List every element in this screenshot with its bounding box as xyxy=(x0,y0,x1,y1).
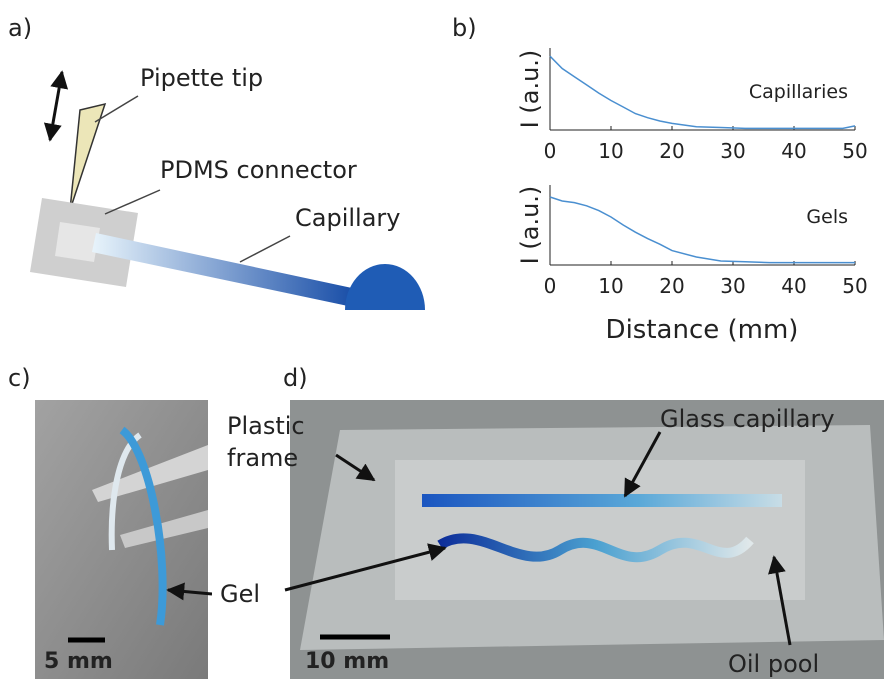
photo-c: 5 mm xyxy=(35,400,208,679)
x-tick-label: 10 xyxy=(598,274,623,298)
annotation: Gels xyxy=(806,206,848,228)
label: Capillary xyxy=(295,204,400,232)
glass-capillary xyxy=(422,494,782,507)
x-tick-label: 0 xyxy=(544,139,557,163)
pool xyxy=(395,460,805,600)
photo-bg xyxy=(35,400,208,679)
motion-arrow xyxy=(50,72,62,140)
leader xyxy=(240,236,290,262)
x-tick-label: 30 xyxy=(720,274,745,298)
x-tick-label: 50 xyxy=(842,139,867,163)
x-tick-label: 0 xyxy=(544,274,557,298)
label: Gel xyxy=(220,580,260,608)
label: PDMS connector xyxy=(160,156,357,184)
diagram: Pipette tip PDMS connector Capillary xyxy=(30,64,425,310)
label: frame xyxy=(227,444,298,472)
y-axis-label: I (a.u.) xyxy=(516,186,544,265)
connector-inner xyxy=(55,222,100,262)
y-axis-label: I (a.u.) xyxy=(516,50,544,129)
scale-label: 10 mm xyxy=(305,649,389,674)
panel-label: c) xyxy=(8,364,31,392)
droplet xyxy=(345,264,425,310)
figure: a) b) c) d) Pipette tip PDMS connector C… xyxy=(0,0,884,679)
panel-label: d) xyxy=(283,364,308,392)
photo-d: 10 mm Plastic frame Glass capillary Oil … xyxy=(168,400,884,679)
x-tick-label: 10 xyxy=(598,139,623,163)
label: Oil pool xyxy=(728,650,819,678)
label: Plastic xyxy=(227,412,305,440)
annotation: Capillaries xyxy=(749,81,848,103)
x-tick-label: 40 xyxy=(781,274,806,298)
label: Pipette tip xyxy=(140,64,263,92)
scale-label: 5 mm xyxy=(44,649,113,674)
x-tick-label: 20 xyxy=(659,139,684,163)
leader xyxy=(105,190,160,214)
panel-label: b) xyxy=(452,14,477,42)
panel-label: a) xyxy=(8,14,32,42)
x-axis-label: Distance (mm) xyxy=(606,315,799,345)
x-tick-label: 40 xyxy=(781,139,806,163)
capillary xyxy=(92,233,352,306)
x-tick-label: 50 xyxy=(842,274,867,298)
label: Glass capillary xyxy=(660,405,835,433)
x-tick-label: 20 xyxy=(659,274,684,298)
x-tick-label: 30 xyxy=(720,139,745,163)
